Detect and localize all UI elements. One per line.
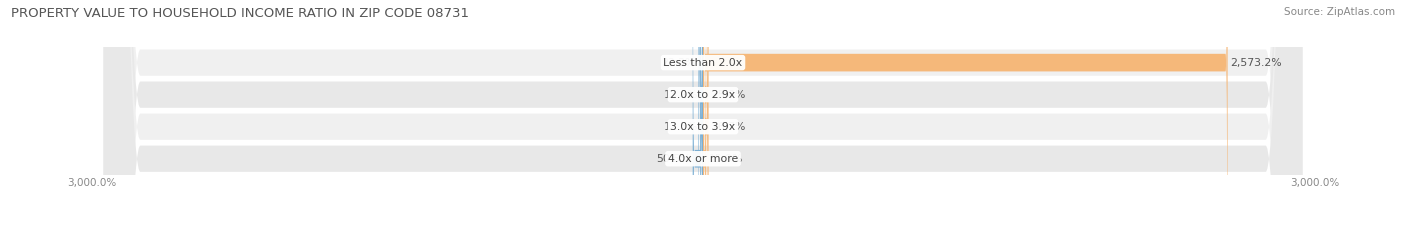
FancyBboxPatch shape <box>104 0 1302 233</box>
Text: 25.9%: 25.9% <box>710 90 745 100</box>
FancyBboxPatch shape <box>703 0 709 233</box>
Text: 3.0x to 3.9x: 3.0x to 3.9x <box>671 122 735 132</box>
FancyBboxPatch shape <box>699 0 703 233</box>
Text: Source: ZipAtlas.com: Source: ZipAtlas.com <box>1284 7 1395 17</box>
Text: 50.5%: 50.5% <box>655 154 690 164</box>
FancyBboxPatch shape <box>693 0 703 233</box>
FancyBboxPatch shape <box>104 0 1302 233</box>
Text: 2,573.2%: 2,573.2% <box>1230 58 1282 68</box>
FancyBboxPatch shape <box>700 0 703 233</box>
Text: 12.5%: 12.5% <box>664 122 697 132</box>
FancyBboxPatch shape <box>104 0 1302 233</box>
Text: 4.0x or more: 4.0x or more <box>668 154 738 164</box>
Text: 26.7%: 26.7% <box>711 122 745 132</box>
FancyBboxPatch shape <box>703 0 709 233</box>
Text: 2.0x to 2.9x: 2.0x to 2.9x <box>671 90 735 100</box>
FancyBboxPatch shape <box>703 0 1227 233</box>
Text: Less than 2.0x: Less than 2.0x <box>664 58 742 68</box>
FancyBboxPatch shape <box>700 0 703 233</box>
FancyBboxPatch shape <box>104 0 1302 233</box>
FancyBboxPatch shape <box>703 0 706 233</box>
Text: 13.9%: 13.9% <box>664 90 697 100</box>
Legend: Without Mortgage, With Mortgage: Without Mortgage, With Mortgage <box>593 231 813 233</box>
Text: 22.3%: 22.3% <box>662 58 696 68</box>
Text: PROPERTY VALUE TO HOUSEHOLD INCOME RATIO IN ZIP CODE 08731: PROPERTY VALUE TO HOUSEHOLD INCOME RATIO… <box>11 7 470 20</box>
Text: 15.9%: 15.9% <box>709 154 742 164</box>
